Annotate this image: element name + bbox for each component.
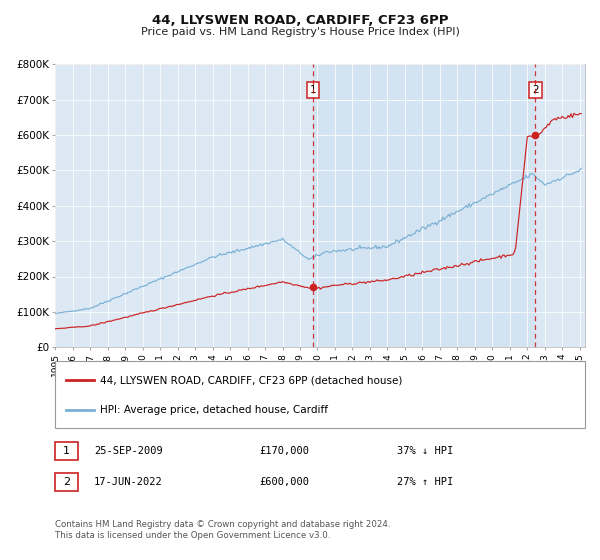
- Text: £170,000: £170,000: [259, 446, 309, 456]
- Text: HPI: Average price, detached house, Cardiff: HPI: Average price, detached house, Card…: [100, 404, 328, 414]
- Text: 2: 2: [63, 477, 70, 487]
- Bar: [313, 64, 535, 347]
- Text: 44, LLYSWEN ROAD, CARDIFF, CF23 6PP: 44, LLYSWEN ROAD, CARDIFF, CF23 6PP: [152, 14, 448, 27]
- Text: Contains HM Land Registry data © Crown copyright and database right 2024.
This d: Contains HM Land Registry data © Crown c…: [55, 520, 391, 540]
- Text: Price paid vs. HM Land Registry's House Price Index (HPI): Price paid vs. HM Land Registry's House …: [140, 27, 460, 37]
- Text: 44, LLYSWEN ROAD, CARDIFF, CF23 6PP (detached house): 44, LLYSWEN ROAD, CARDIFF, CF23 6PP (det…: [100, 375, 403, 385]
- Text: 37% ↓ HPI: 37% ↓ HPI: [397, 446, 454, 456]
- Text: 1: 1: [310, 85, 316, 95]
- Text: 2: 2: [532, 85, 539, 95]
- Text: £600,000: £600,000: [259, 477, 309, 487]
- Text: 1: 1: [63, 446, 70, 456]
- Text: 17-JUN-2022: 17-JUN-2022: [94, 477, 163, 487]
- Text: 27% ↑ HPI: 27% ↑ HPI: [397, 477, 454, 487]
- Text: 25-SEP-2009: 25-SEP-2009: [94, 446, 163, 456]
